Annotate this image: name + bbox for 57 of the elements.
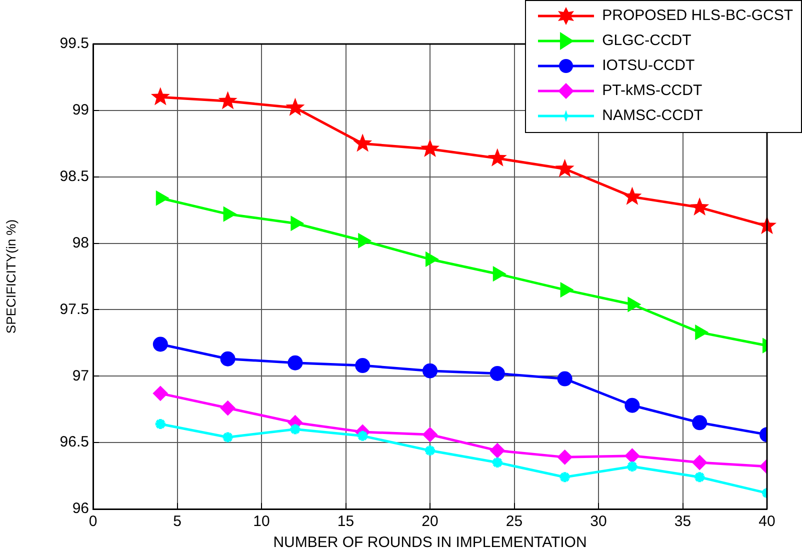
legend-label: PROPOSED HLS-BC-GCST: [602, 7, 793, 24]
y-tick-label: 99: [72, 102, 89, 119]
point: [218, 91, 238, 110]
point: [420, 138, 440, 158]
y-tick-label: 97: [72, 367, 89, 384]
point: [220, 400, 236, 416]
point: [288, 422, 302, 436]
x-tick-label: 20: [422, 513, 438, 530]
y-tick-label: 98: [72, 234, 89, 252]
legend-label: NAMSC-CCDT: [602, 107, 703, 124]
legend-label: GLGC-CCDT: [602, 32, 692, 49]
point: [355, 358, 370, 374]
x-tick-label: 10: [253, 513, 270, 530]
x-axis-title: NUMBER OF ROUNDS IN IMPLEMENTATION: [273, 534, 587, 552]
x-tick-label: 40: [758, 513, 776, 530]
point: [557, 450, 572, 465]
y-tick-label: 96.5: [60, 434, 89, 451]
x-tick-label: 0: [88, 513, 98, 530]
point: [490, 443, 505, 458]
point: [693, 470, 706, 484]
point: [692, 455, 708, 470]
point: [624, 448, 640, 464]
point: [288, 355, 303, 370]
x-tick-label: 30: [590, 513, 607, 530]
point: [490, 456, 504, 469]
point: [555, 158, 574, 177]
point: [286, 98, 305, 116]
point: [221, 430, 234, 444]
point: [488, 148, 507, 166]
x-tick-label: 15: [337, 513, 354, 530]
point: [152, 336, 168, 352]
legend-label: PT-kMS-CCDT: [602, 82, 702, 99]
point: [490, 366, 505, 381]
x-tick-label: 35: [674, 513, 692, 530]
point: [690, 197, 710, 216]
y-tick-label: 99.5: [60, 35, 89, 52]
point: [692, 415, 708, 430]
point: [152, 386, 168, 401]
point: [353, 134, 372, 152]
point: [622, 186, 642, 205]
y-tick-label: 97.5: [60, 300, 89, 318]
point: [626, 460, 639, 473]
point: [557, 371, 572, 386]
point: [558, 470, 572, 484]
point: [624, 398, 640, 413]
y-tick-label: 98.5: [60, 168, 89, 185]
y-axis-title: SPECIFICITY(in %): [3, 219, 18, 334]
point: [422, 427, 438, 442]
x-tick-label: 5: [173, 513, 182, 530]
x-tick-label: 25: [506, 513, 523, 530]
point: [150, 87, 170, 106]
y-tick-label: 96: [72, 500, 89, 518]
point: [424, 444, 436, 458]
legend-label: IOTSU-CCDT: [602, 57, 695, 74]
point: [422, 363, 438, 378]
point: [220, 351, 236, 366]
point: [356, 429, 370, 442]
